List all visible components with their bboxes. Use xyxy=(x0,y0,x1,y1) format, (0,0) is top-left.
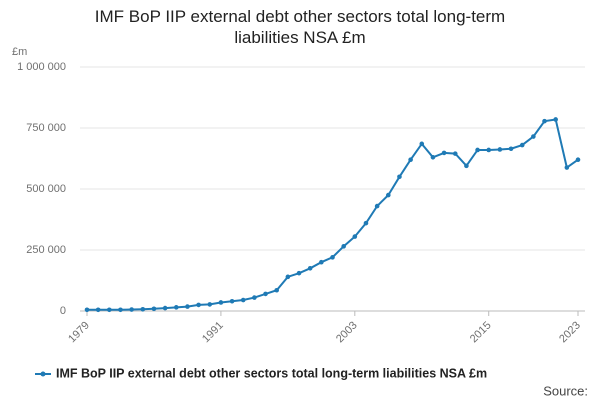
point xyxy=(397,174,402,180)
y-tick-label: 750 000 xyxy=(26,122,66,134)
point xyxy=(497,147,503,152)
point xyxy=(363,220,369,226)
point xyxy=(296,270,302,276)
point xyxy=(564,165,570,170)
point xyxy=(575,157,581,163)
legend-label: IMF BoP IIP external debt other sectors … xyxy=(56,366,487,380)
point xyxy=(263,291,268,297)
chart-title: IMF BoP IIP external debt other sectors … xyxy=(95,7,505,47)
point xyxy=(385,192,391,198)
point xyxy=(519,142,525,148)
point xyxy=(341,244,346,249)
line xyxy=(87,118,579,311)
point xyxy=(196,302,201,308)
point xyxy=(352,234,358,239)
point xyxy=(441,150,447,156)
point xyxy=(173,305,179,310)
point xyxy=(95,307,101,313)
point xyxy=(486,147,492,153)
point xyxy=(107,307,112,313)
y-tick-label: 500 000 xyxy=(26,183,66,195)
x-tick-label: 2003 xyxy=(334,319,360,345)
point xyxy=(274,287,280,293)
x-tick-label: 1979 xyxy=(66,319,92,345)
point xyxy=(285,274,291,280)
point xyxy=(229,298,235,304)
point xyxy=(151,306,157,312)
x-tick-label: 2023 xyxy=(557,319,583,345)
y-unit: £m xyxy=(12,46,27,58)
point xyxy=(330,255,335,260)
point xyxy=(84,307,90,313)
point xyxy=(408,157,413,163)
point xyxy=(207,302,213,307)
point xyxy=(307,266,313,271)
x-tick-label: 2015 xyxy=(468,319,494,345)
point xyxy=(129,307,134,312)
point xyxy=(419,141,425,147)
point xyxy=(218,300,224,305)
source: Source: xyxy=(543,383,588,398)
y-tick-label: 0 xyxy=(60,305,66,317)
x-tick-label: 1991 xyxy=(200,319,226,345)
point xyxy=(240,297,246,303)
point xyxy=(452,151,458,156)
point xyxy=(542,118,547,124)
point xyxy=(475,147,480,153)
point xyxy=(430,154,436,160)
point xyxy=(185,304,190,309)
point xyxy=(553,117,558,122)
point xyxy=(252,295,257,300)
point xyxy=(531,134,536,139)
point xyxy=(140,306,146,312)
point xyxy=(508,146,514,152)
point xyxy=(162,305,168,311)
y-tick-label: 1 000 000 xyxy=(17,61,66,73)
point xyxy=(464,163,469,169)
y-tick-label: 250 000 xyxy=(26,244,66,256)
legend-marker xyxy=(40,371,46,377)
point xyxy=(319,259,324,265)
point xyxy=(374,203,380,209)
point xyxy=(118,307,123,313)
